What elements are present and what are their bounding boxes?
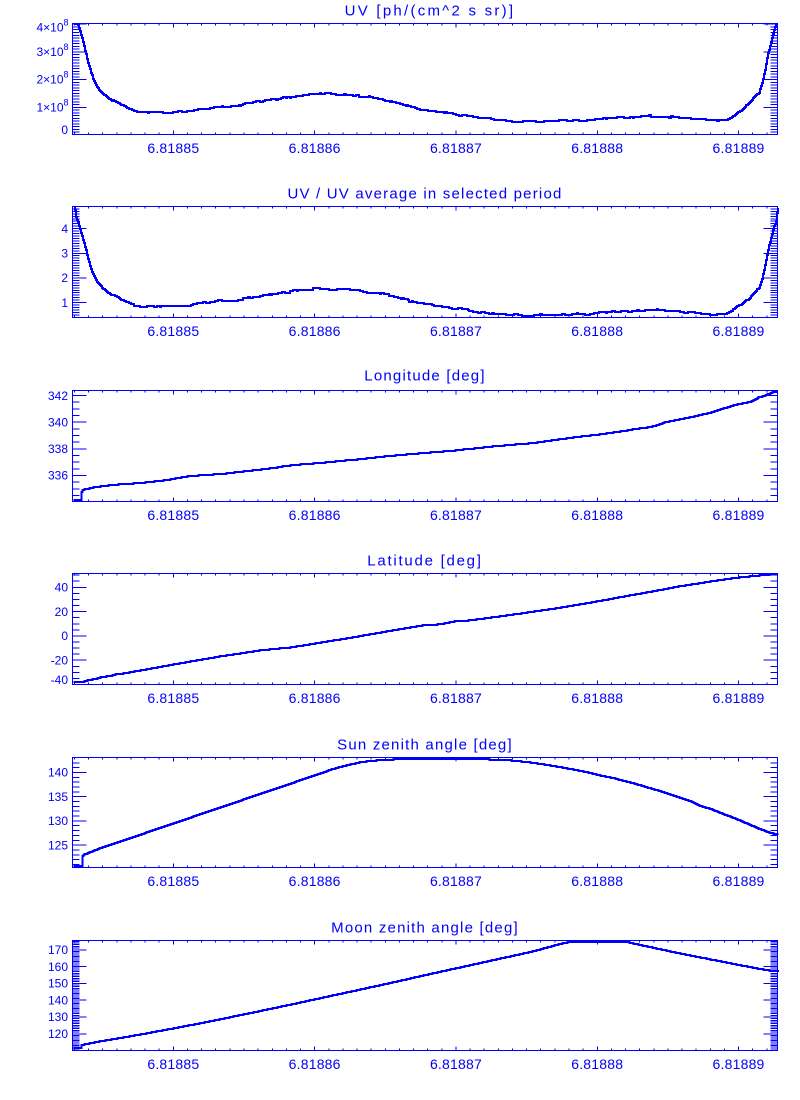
- svg-text:6.81888: 6.81888: [571, 140, 623, 156]
- svg-text:6.81885: 6.81885: [147, 140, 199, 156]
- svg-text:6.81885: 6.81885: [147, 690, 199, 706]
- svg-text:-40: -40: [51, 673, 69, 687]
- svg-text:4: 4: [61, 222, 68, 236]
- svg-text:6.81889: 6.81889: [713, 873, 765, 889]
- svg-text:6.81885: 6.81885: [147, 873, 199, 889]
- svg-text:Longitude [deg]: Longitude [deg]: [364, 368, 485, 385]
- svg-text:6.81889: 6.81889: [713, 507, 765, 523]
- svg-text:6.81889: 6.81889: [713, 323, 765, 339]
- svg-text:-20: -20: [51, 653, 69, 667]
- svg-text:6.81885: 6.81885: [147, 1056, 199, 1072]
- svg-text:UV [ph/(cm^2 s sr)]: UV [ph/(cm^2 s sr)]: [345, 3, 516, 20]
- svg-text:Sun zenith angle [deg]: Sun zenith angle [deg]: [337, 737, 513, 754]
- svg-text:4×10: 4×10: [36, 21, 63, 35]
- svg-text:0: 0: [61, 629, 68, 643]
- svg-text:6.81887: 6.81887: [430, 873, 482, 889]
- svg-text:6.81887: 6.81887: [430, 507, 482, 523]
- svg-text:6.81887: 6.81887: [430, 1056, 482, 1072]
- svg-text:6.81889: 6.81889: [713, 1056, 765, 1072]
- svg-text:170: 170: [48, 943, 68, 957]
- svg-text:40: 40: [55, 581, 69, 595]
- svg-text:6.81886: 6.81886: [289, 507, 341, 523]
- svg-text:6.81888: 6.81888: [571, 873, 623, 889]
- svg-text:150: 150: [48, 977, 68, 991]
- svg-text:135: 135: [48, 790, 68, 804]
- svg-text:3×10: 3×10: [36, 45, 63, 59]
- svg-text:338: 338: [48, 442, 68, 456]
- svg-text:340: 340: [48, 415, 68, 429]
- svg-text:6.81888: 6.81888: [571, 507, 623, 523]
- svg-text:Moon zenith angle [deg]: Moon zenith angle [deg]: [331, 920, 519, 937]
- svg-text:342: 342: [48, 389, 68, 403]
- svg-text:8: 8: [64, 70, 69, 80]
- svg-text:6.81888: 6.81888: [571, 323, 623, 339]
- svg-text:6.81886: 6.81886: [289, 140, 341, 156]
- svg-text:2: 2: [61, 271, 68, 285]
- svg-text:6.81886: 6.81886: [289, 1056, 341, 1072]
- svg-text:6.81889: 6.81889: [713, 140, 765, 156]
- svg-text:6.81887: 6.81887: [430, 323, 482, 339]
- svg-text:6.81886: 6.81886: [289, 873, 341, 889]
- svg-text:8: 8: [64, 18, 69, 28]
- svg-text:130: 130: [48, 814, 68, 828]
- svg-text:2×10: 2×10: [36, 73, 63, 87]
- svg-text:Latitude [deg]: Latitude [deg]: [367, 553, 482, 570]
- svg-text:6.81887: 6.81887: [430, 690, 482, 706]
- svg-text:140: 140: [48, 766, 68, 780]
- svg-text:336: 336: [48, 469, 68, 483]
- svg-text:8: 8: [64, 98, 69, 108]
- svg-text:6.81887: 6.81887: [430, 140, 482, 156]
- svg-text:125: 125: [48, 838, 68, 852]
- svg-text:8: 8: [64, 42, 69, 52]
- svg-text:1×10: 1×10: [36, 101, 63, 115]
- svg-text:3: 3: [61, 247, 68, 261]
- svg-text:6.81885: 6.81885: [147, 323, 199, 339]
- svg-text:120: 120: [48, 1027, 68, 1041]
- svg-text:6.81888: 6.81888: [571, 690, 623, 706]
- svg-text:UV / UV average in selected pe: UV / UV average in selected period: [287, 185, 562, 202]
- svg-text:130: 130: [48, 1010, 68, 1024]
- svg-text:6.81888: 6.81888: [571, 1056, 623, 1072]
- svg-text:140: 140: [48, 993, 68, 1007]
- svg-text:6.81886: 6.81886: [289, 690, 341, 706]
- svg-text:0: 0: [61, 123, 68, 137]
- svg-text:6.81886: 6.81886: [289, 323, 341, 339]
- svg-text:1: 1: [61, 296, 68, 310]
- svg-text:6.81889: 6.81889: [713, 690, 765, 706]
- svg-text:6.81885: 6.81885: [147, 507, 199, 523]
- svg-text:160: 160: [48, 960, 68, 974]
- svg-text:20: 20: [55, 605, 69, 619]
